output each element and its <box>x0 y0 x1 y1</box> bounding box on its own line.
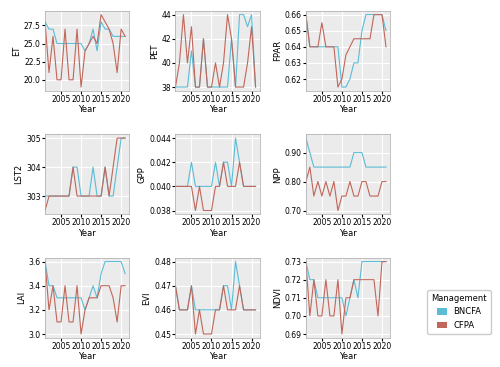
X-axis label: Year: Year <box>339 105 357 114</box>
Y-axis label: LST2: LST2 <box>14 164 24 184</box>
X-axis label: Year: Year <box>208 105 226 114</box>
Y-axis label: PET: PET <box>150 43 158 58</box>
Y-axis label: NDVI: NDVI <box>273 287 282 308</box>
X-axis label: Year: Year <box>78 352 96 361</box>
X-axis label: Year: Year <box>208 352 226 361</box>
Legend: BNCFA, CFPA: BNCFA, CFPA <box>427 290 491 334</box>
Y-axis label: ET: ET <box>12 46 21 56</box>
Y-axis label: LAI: LAI <box>17 291 26 304</box>
X-axis label: Year: Year <box>78 229 96 238</box>
Y-axis label: FPAR: FPAR <box>273 40 282 61</box>
Y-axis label: GPP: GPP <box>138 166 146 183</box>
X-axis label: Year: Year <box>78 105 96 114</box>
Y-axis label: EVI: EVI <box>142 291 152 305</box>
X-axis label: Year: Year <box>339 229 357 238</box>
Y-axis label: NPP: NPP <box>273 166 282 183</box>
X-axis label: Year: Year <box>208 229 226 238</box>
X-axis label: Year: Year <box>339 352 357 361</box>
